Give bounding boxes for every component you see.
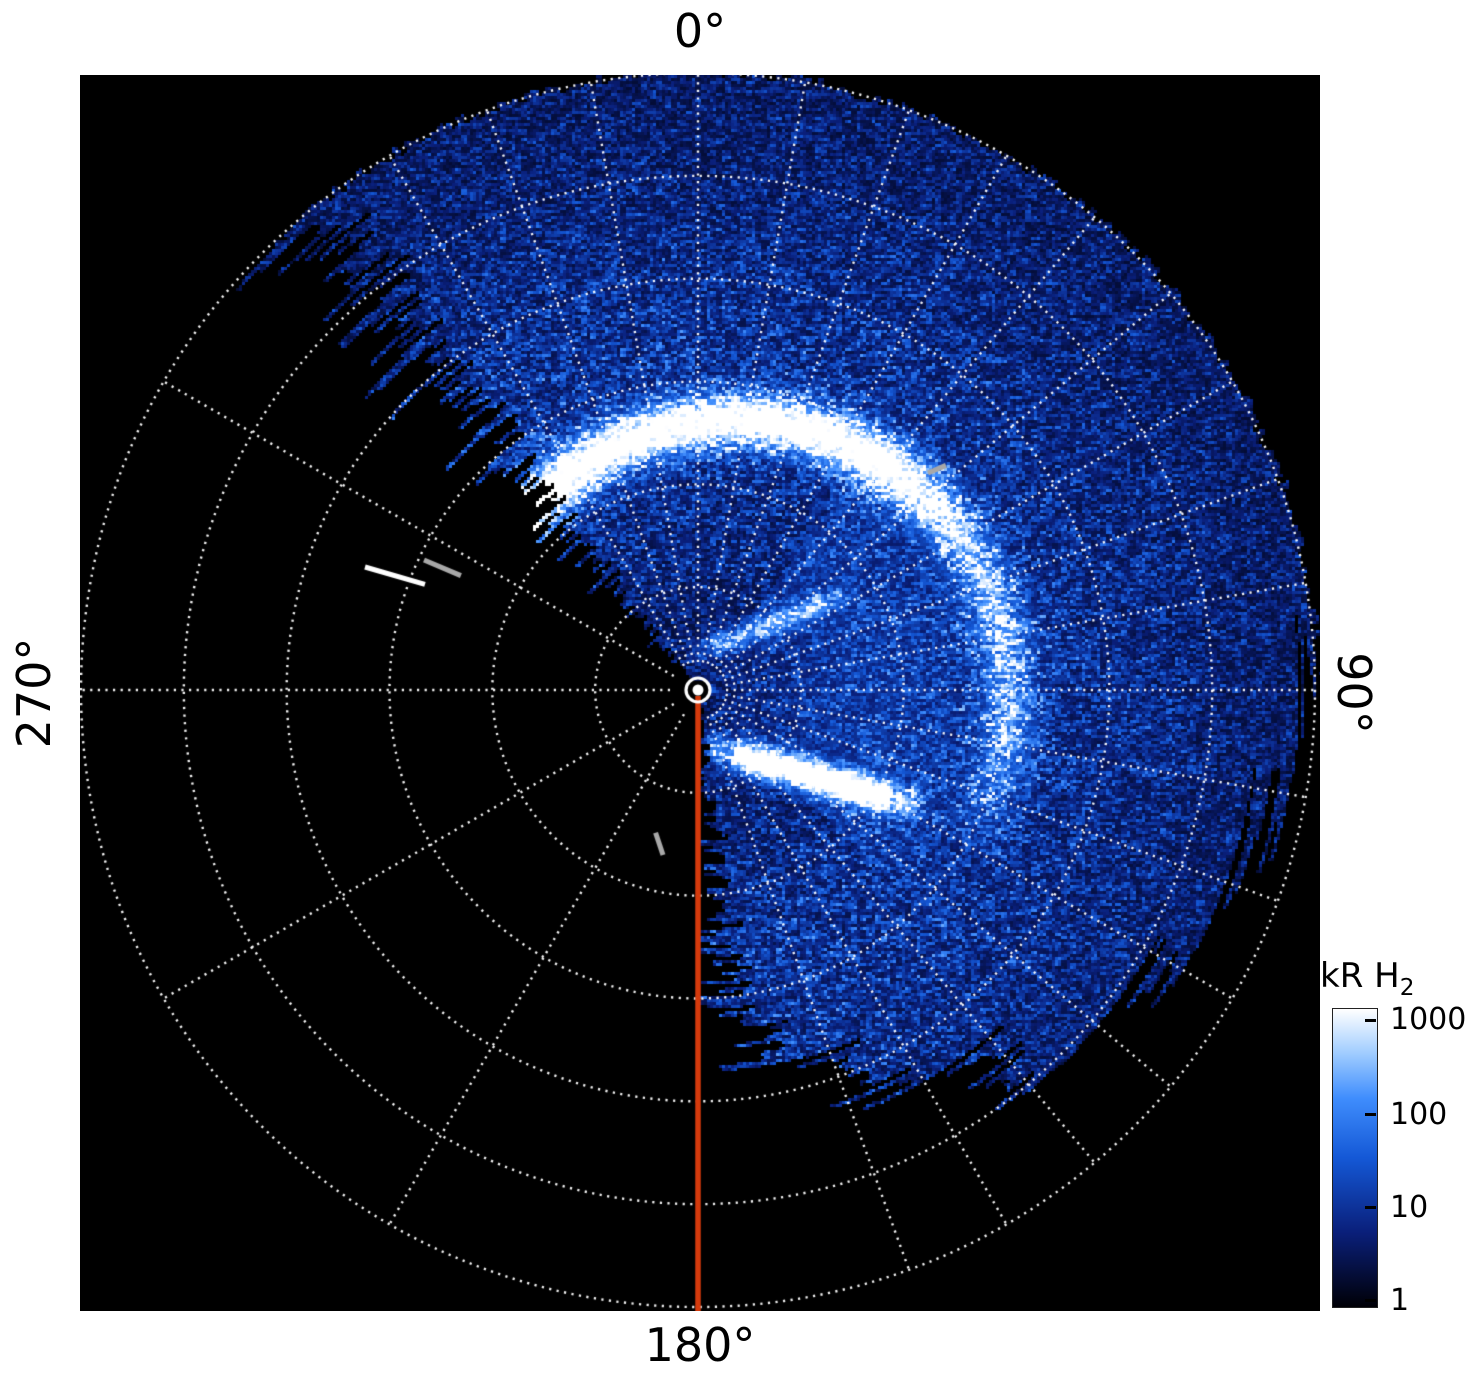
colorbar-gradient [1332,1008,1378,1308]
polar-aurora-canvas [80,75,1320,1311]
angle-label-90: 90° [1327,652,1381,734]
colorbar-title-main: kR H [1320,956,1400,996]
colorbar-title-sub: 2 [1399,974,1415,1001]
colorbar-tick-label: 1 [1390,1282,1410,1318]
angle-label-0: 0° [673,4,727,58]
colorbar: kR H2 1000 100 10 1 [1320,956,1480,1318]
colorbar-tick-mark [1365,1299,1376,1302]
colorbar-tick-label: 10 [1390,1189,1429,1225]
colorbar-title: kR H2 [1320,956,1414,1001]
colorbar-tick-mark [1365,1113,1376,1116]
angle-label-180: 180° [644,1318,756,1372]
plot-area [80,75,1320,1311]
colorbar-tick-label: 1000 [1390,1002,1467,1037]
colorbar-tick-mark [1365,1206,1376,1209]
colorbar-tick-mark [1365,1018,1376,1022]
colorbar-tick-label: 100 [1390,1096,1448,1132]
angle-label-270: 270° [7,637,61,749]
